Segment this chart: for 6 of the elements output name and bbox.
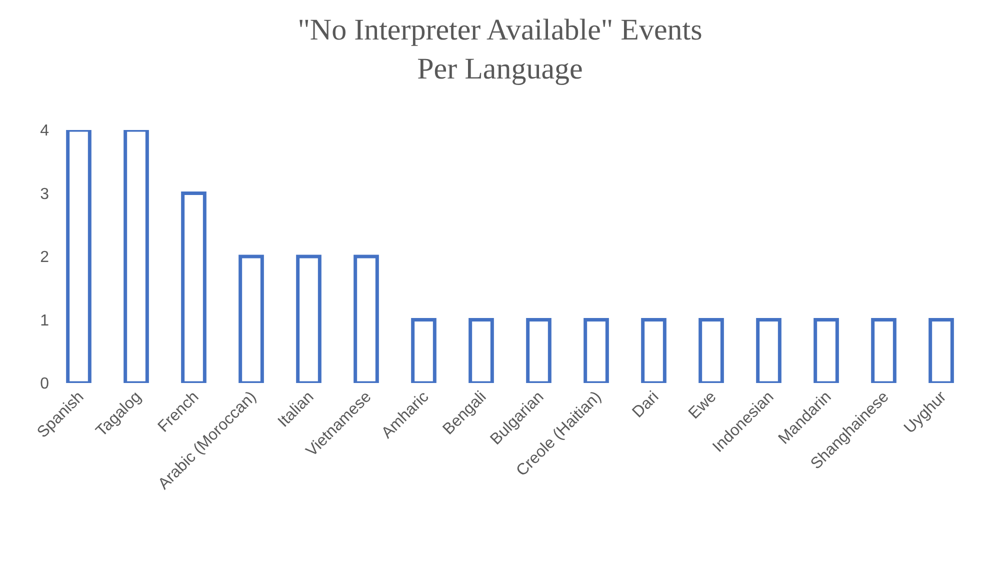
y-tick-label: 0	[40, 376, 50, 393]
y-tick-label: 3	[40, 186, 50, 203]
y-tick-label: 1	[40, 312, 50, 330]
chart-title: "No Interpreter Available" Events Per Language	[298, 13, 702, 86]
y-tick-label: 2	[40, 249, 50, 266]
y-tick-label: 4	[40, 122, 50, 140]
